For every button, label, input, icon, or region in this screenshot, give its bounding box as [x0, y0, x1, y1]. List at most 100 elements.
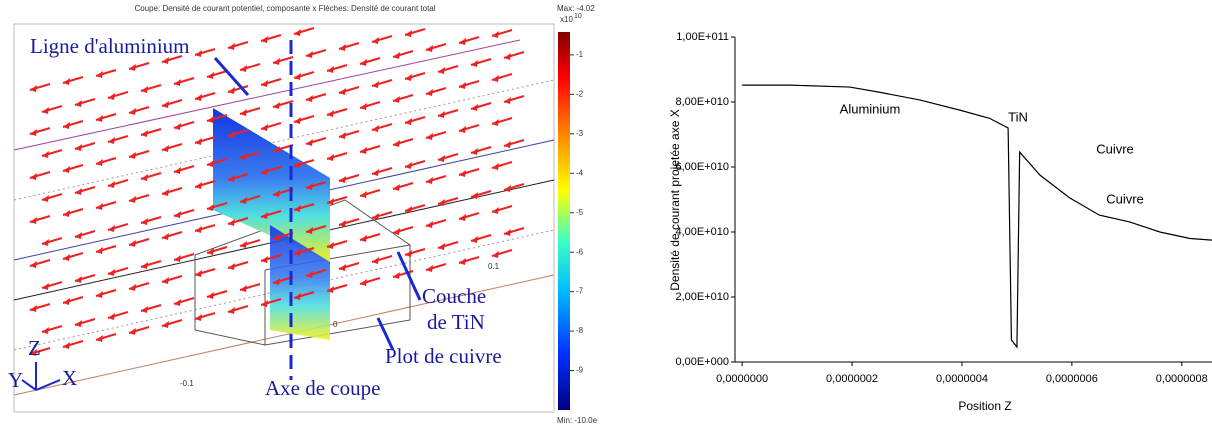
arrow-head	[393, 272, 400, 279]
arrow-head	[162, 145, 169, 152]
colorbar-tick-label: -2	[576, 89, 584, 98]
arrow-head	[459, 38, 466, 45]
arrow-head	[261, 80, 268, 87]
arrow-head	[405, 250, 412, 257]
arrow-head	[327, 66, 334, 73]
arrow-head	[75, 100, 82, 107]
arrow-head	[372, 81, 379, 88]
colorbar-exponent-power: 10	[574, 13, 582, 20]
arrow-head	[504, 229, 511, 236]
arrow-head	[438, 155, 445, 162]
arrow-head	[63, 254, 70, 261]
arrow-head	[360, 103, 367, 110]
arrow-head	[96, 247, 103, 254]
arrow-head	[174, 123, 181, 130]
arrow-head	[504, 97, 511, 104]
label-aluminium: Ligne d'aluminium	[30, 34, 190, 58]
arrow-head	[492, 163, 499, 170]
arrow-head	[327, 286, 334, 293]
arrow-head	[174, 167, 181, 174]
arrow-head	[228, 219, 235, 226]
coord-label: 0.1	[488, 262, 500, 271]
arrow-head	[141, 130, 148, 137]
arrow-head	[30, 349, 37, 356]
annotation: Cuivre	[1096, 141, 1134, 156]
arrow-head	[438, 199, 445, 206]
colorbar-tick-label: -5	[576, 208, 584, 217]
arrow-head	[327, 154, 334, 161]
arrow-head	[195, 182, 202, 189]
arrow-head	[63, 298, 70, 305]
arrow-head	[273, 190, 280, 197]
arrow-head	[459, 214, 466, 221]
arrow-head	[471, 60, 478, 67]
arrow-head	[228, 263, 235, 270]
arrow-head	[141, 306, 148, 313]
arrow-head	[174, 79, 181, 86]
arrow-head	[195, 270, 202, 277]
arrow-head	[294, 73, 301, 80]
arrow-head	[63, 122, 70, 129]
arrow-head	[471, 148, 478, 155]
arrow-head	[372, 125, 379, 132]
arrow-head	[393, 184, 400, 191]
data-line	[742, 84, 1212, 349]
arrow-head	[492, 251, 499, 258]
arrow-head	[108, 313, 115, 320]
arrow-head	[207, 116, 214, 123]
coord-label: 0	[333, 320, 338, 329]
pointer-arrows	[213, 57, 422, 351]
arrow-head	[426, 177, 433, 184]
arrow-head	[129, 64, 136, 71]
arrow-head	[273, 278, 280, 285]
y-tick-label: 6,00E+010	[675, 161, 729, 173]
arrow-head	[261, 300, 268, 307]
arrow-head	[306, 139, 313, 146]
colorbar-min: Min: -10.0e	[557, 416, 598, 425]
arrow-head	[141, 174, 148, 181]
arrow-head	[471, 236, 478, 243]
arrow-head	[75, 320, 82, 327]
y-tick-label: 8,00E+010	[675, 96, 729, 108]
arrow-head	[108, 269, 115, 276]
arrow-head	[96, 291, 103, 298]
arrow-head	[360, 191, 367, 198]
arrow-head	[459, 170, 466, 177]
arrow-head	[372, 169, 379, 176]
arrow-head	[30, 129, 37, 136]
arrow-head	[360, 279, 367, 286]
arrow-head	[207, 160, 214, 167]
arrow-head	[360, 59, 367, 66]
arrow-head	[294, 249, 301, 256]
arrow-head	[195, 94, 202, 101]
arrow-head	[438, 111, 445, 118]
arrow-head	[108, 137, 115, 144]
arrow-head	[240, 109, 247, 116]
coord-label: -0.1	[180, 379, 194, 388]
axis-y: Y	[8, 368, 23, 392]
arrow-head	[393, 140, 400, 147]
arrow-head	[327, 198, 334, 205]
arrow-head	[426, 221, 433, 228]
arrow-head	[405, 74, 412, 81]
arrow-head	[195, 226, 202, 233]
arrow-head	[504, 53, 511, 60]
arrow-head	[294, 29, 301, 36]
arrow-head	[42, 283, 49, 290]
arrow-head	[504, 185, 511, 192]
colorbar-tick-label: -4	[576, 168, 584, 177]
arrow-head	[273, 146, 280, 153]
arrow-head	[327, 242, 334, 249]
arrow-head	[42, 151, 49, 158]
arrow-head	[228, 307, 235, 314]
label-tin-1: Couche	[422, 284, 486, 308]
arrow-head	[426, 89, 433, 96]
arrow-head	[174, 211, 181, 218]
arrow-head	[405, 206, 412, 213]
label-cut-axis: Axe de coupe	[265, 376, 380, 400]
y-tick-label: 4,00E+010	[675, 226, 729, 238]
arrow-head	[240, 65, 247, 72]
arrow-head	[459, 82, 466, 89]
label-copper: Plot de cuivre	[385, 344, 502, 368]
